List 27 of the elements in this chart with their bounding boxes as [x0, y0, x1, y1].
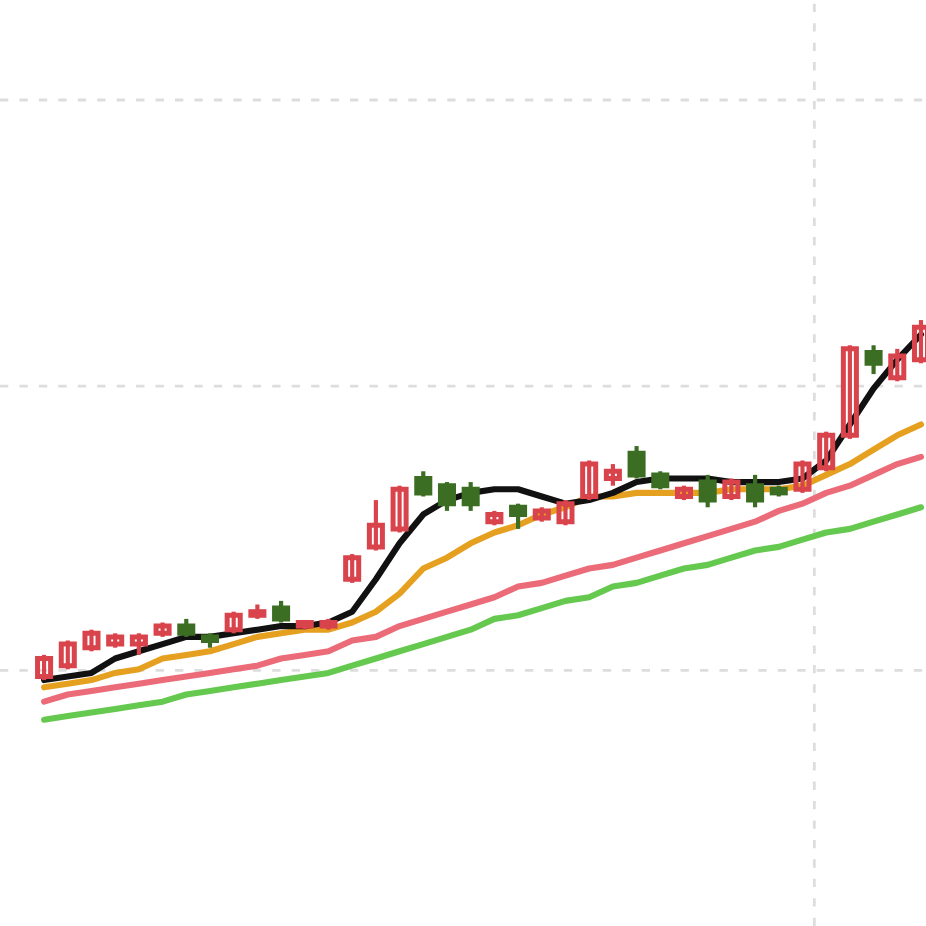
candlestick	[437, 479, 456, 513]
candlestick	[58, 638, 77, 672]
candlestick	[272, 598, 291, 625]
candlestick	[698, 472, 717, 510]
candlestick	[414, 469, 433, 499]
candlestick	[35, 652, 54, 683]
candlestick	[390, 483, 409, 535]
candlestick	[627, 443, 646, 481]
candlestick	[651, 469, 670, 492]
candlestick	[343, 552, 362, 585]
candlestick	[224, 609, 243, 636]
candlestick	[722, 476, 741, 503]
candlestick	[864, 343, 883, 377]
candlestick	[129, 631, 148, 657]
candlestick	[556, 497, 575, 528]
candlestick	[746, 472, 765, 510]
candlestick	[461, 479, 480, 513]
candlestick	[603, 461, 622, 488]
candlestick	[840, 343, 859, 441]
candlestick	[888, 346, 907, 384]
candlestick	[366, 497, 385, 553]
candlestick	[177, 616, 196, 639]
candlestick	[82, 627, 101, 654]
candlestick	[580, 458, 599, 503]
candlestick	[509, 501, 528, 531]
candlestick	[793, 458, 812, 495]
candlestick	[817, 429, 836, 474]
